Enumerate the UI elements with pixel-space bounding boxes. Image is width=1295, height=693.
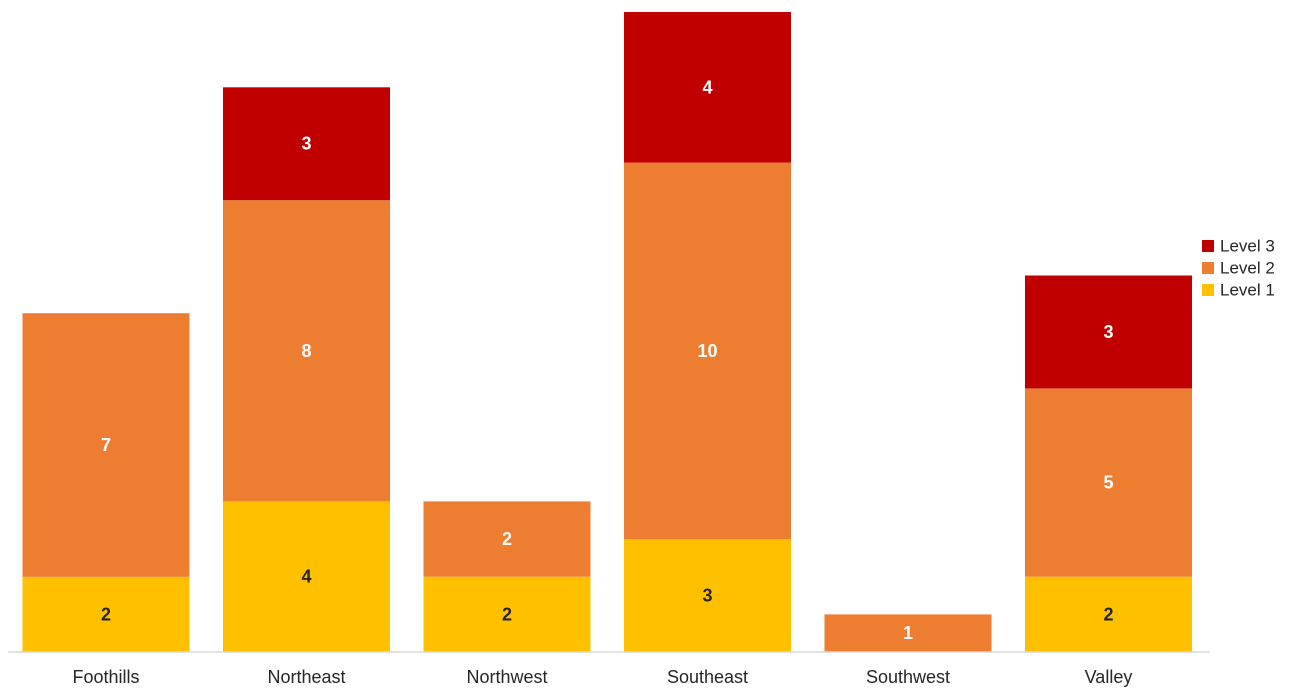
legend-swatch-level-2	[1202, 262, 1214, 274]
bar-segment-southeast-level-3	[624, 12, 791, 163]
data-label-northwest-level-1: 2	[502, 604, 512, 624]
data-label-southeast-level-1: 3	[702, 586, 712, 606]
data-label-southwest-level-2: 1	[903, 623, 913, 643]
data-label-northeast-level-2: 8	[301, 341, 311, 361]
data-label-foothills-level-2: 7	[101, 435, 111, 455]
bar-segment-southeast-level-1	[624, 539, 791, 652]
data-label-southeast-level-3: 4	[702, 77, 712, 97]
bar-segment-northeast-level-2	[223, 200, 390, 502]
data-label-valley-level-1: 2	[1103, 604, 1113, 624]
bars-layer: 2 7 4 8 3 2 2 3 10 4 1 2 5 3	[22, 12, 1192, 652]
bar-segment-foothills-level-2	[22, 313, 190, 577]
bar-segment-valley-level-1	[1025, 576, 1192, 652]
category-label-northeast: Northeast	[267, 667, 345, 687]
bar-segment-northwest-level-1	[423, 576, 591, 652]
bar-segment-foothills-level-1	[22, 576, 190, 652]
bar-segment-valley-level-3	[1025, 275, 1192, 389]
data-label-foothills-level-1: 2	[101, 604, 111, 624]
bar-segment-southwest-level-2	[824, 614, 992, 652]
category-label-southeast: Southeast	[667, 667, 748, 687]
category-label-northwest: Northwest	[466, 667, 547, 687]
bar-segment-northeast-level-1	[223, 501, 390, 652]
category-label-valley: Valley	[1085, 667, 1133, 687]
category-labels: Foothills Northeast Northwest Southeast Sout…	[72, 667, 1132, 687]
legend-label-level-1: Level 1	[1220, 281, 1275, 300]
legend-swatch-level-1	[1202, 284, 1214, 296]
data-label-southeast-level-2: 10	[697, 341, 717, 361]
legend-label-level-2: Level 2	[1220, 259, 1275, 278]
data-label-northeast-level-1: 4	[301, 567, 311, 587]
legend: Level 3 Level 2 Level 1	[1202, 237, 1275, 300]
category-label-southwest: Southwest	[866, 667, 950, 687]
data-label-valley-level-2: 5	[1103, 473, 1113, 493]
data-label-valley-level-3: 3	[1103, 322, 1113, 342]
category-label-foothills: Foothills	[72, 667, 139, 687]
data-label-northeast-level-3: 3	[301, 134, 311, 154]
bar-segment-southeast-level-2	[624, 162, 791, 540]
data-label-northwest-level-2: 2	[502, 529, 512, 549]
bar-segment-northeast-level-3	[223, 87, 390, 201]
legend-swatch-level-3	[1202, 240, 1214, 252]
legend-label-level-3: Level 3	[1220, 237, 1275, 256]
bar-segment-valley-level-2	[1025, 388, 1192, 577]
bar-segment-northwest-level-2	[423, 501, 591, 577]
